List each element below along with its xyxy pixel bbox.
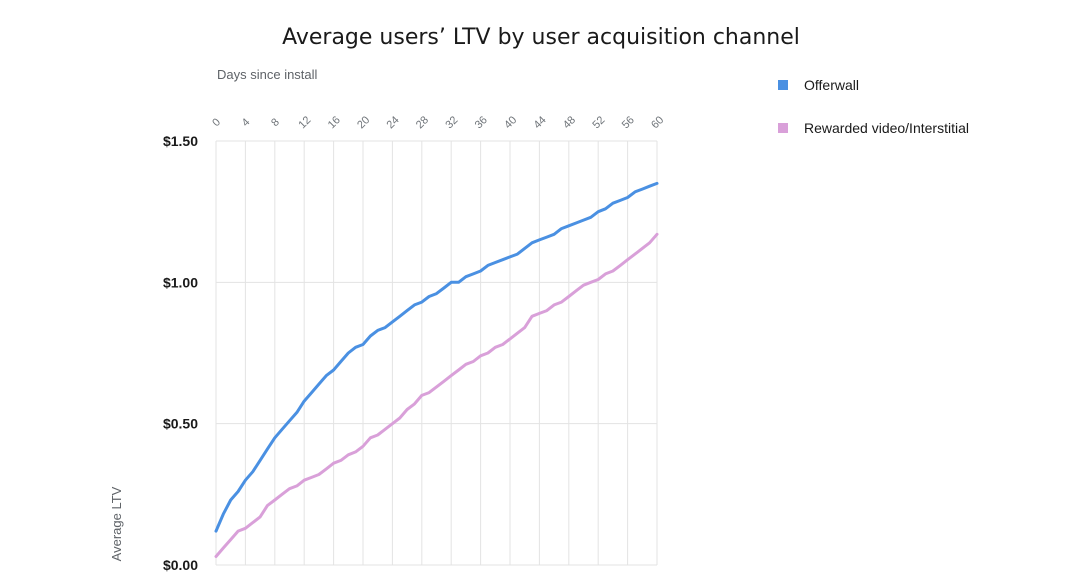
x-tick-label: 12 (296, 114, 313, 131)
x-tick-label: 36 (473, 114, 490, 131)
x-tick-label: 24 (385, 114, 402, 131)
x-tick-label: 44 (532, 114, 549, 131)
legend: Offerwall Rewarded video/Interstitial (778, 77, 969, 136)
x-tick-label: 4 (240, 116, 253, 129)
legend-label-offerwall: Offerwall (804, 77, 859, 93)
series-lines (214, 181, 659, 558)
x-tick-label: 28 (414, 114, 431, 131)
x-ticks: 0 4 8 12 16 20 24 28 32 36 40 44 48 52 56 60 (210, 114, 666, 131)
y-tick-label: $0.50 (163, 416, 198, 432)
legend-swatch-offerwall (778, 80, 788, 90)
chart-title: Average users’ LTV by user acquisition c… (282, 25, 800, 50)
x-tick-label: 40 (502, 114, 519, 131)
legend-item-rewarded-video[interactable]: Rewarded video/Interstitial (778, 120, 969, 136)
gridlines (215, 140, 658, 566)
y-ticks: $0.00 $0.50 $1.00 $1.50 (163, 133, 198, 573)
x-tick-label: 8 (269, 116, 282, 129)
series-line-rewarded-video-interstitial (214, 232, 659, 558)
legend-item-offerwall[interactable]: Offerwall (778, 77, 859, 93)
series-line-offerwall (214, 181, 659, 533)
legend-swatch-rewarded-video (778, 123, 788, 133)
x-tick-label: 48 (561, 114, 578, 131)
x-tick-label: 60 (649, 114, 666, 131)
x-tick-label: 16 (326, 114, 343, 131)
y-tick-label: $1.00 (163, 274, 198, 290)
x-tick-label: 52 (590, 114, 607, 131)
x-tick-label: 20 (355, 114, 372, 131)
y-tick-label: $0.00 (163, 557, 198, 573)
y-axis-title: Average LTV (109, 486, 124, 561)
x-tick-label: 56 (620, 114, 637, 131)
y-tick-label: $1.50 (163, 133, 198, 149)
legend-label-rewarded-video: Rewarded video/Interstitial (804, 120, 969, 136)
x-tick-label: 32 (443, 114, 460, 131)
x-axis-title: Days since install (217, 67, 318, 82)
x-tick-label: 0 (210, 116, 223, 129)
